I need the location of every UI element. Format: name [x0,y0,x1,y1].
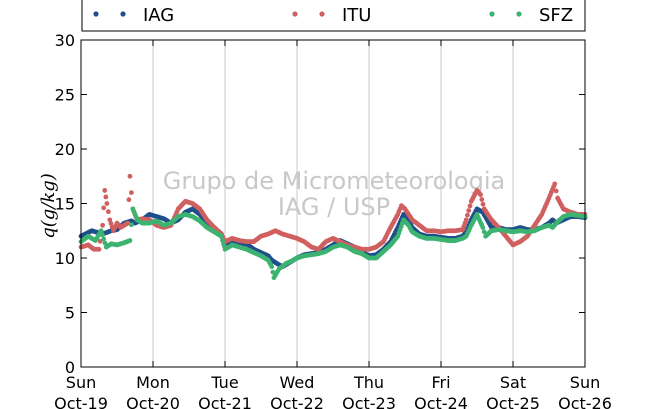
point-itu-23 [105,209,111,215]
point-sfz-119 [221,242,227,248]
legend-marker-iag-2 [120,11,126,17]
legend-entry-itu: ITU [292,5,371,26]
y-tick-label-6: 30 [55,31,75,50]
x-tick-day-1: Mon [136,373,170,392]
y-tick-label-1: 5 [65,304,75,323]
point-itu-15 [96,246,102,252]
legend-entry-iag: IAG [93,5,174,26]
point-itu-25 [108,221,114,226]
x-tick-day-3: Wed [280,373,315,392]
x-tick-date-7: Oct-26 [558,394,612,409]
y-axis-label: q(g/kg) [38,173,59,239]
y-tick-label-5: 25 [55,86,75,105]
legend-marker-sfz-2 [516,11,522,17]
legend: IAG ITU SFZ [81,0,586,32]
x-tick-date-1: Oct-20 [126,394,180,409]
point-itu-40 [126,197,132,203]
point-itu-19 [101,205,107,211]
point-itu-41 [127,173,133,179]
series-sfz [78,206,588,281]
point-itu-22 [104,201,110,206]
x-tick-day-7: Sun [570,373,600,392]
x-tick-day-5: Fri [431,373,450,392]
point-itu-323 [466,208,472,213]
legend-label-sfz: SFZ [539,5,573,26]
point-sfz-18 [100,232,105,238]
point-itu-18 [100,222,105,228]
point-itu-324 [467,203,473,209]
x-tick-date-6: Oct-25 [486,394,540,409]
point-sfz-41 [127,238,133,243]
watermark-line-1: Grupo de Micrometeorologia [163,167,505,195]
legend-marker-iag-1 [93,11,99,17]
y-tick-label-0: 0 [65,358,75,377]
point-sfz-42 [129,222,134,228]
point-itu-396 [553,188,559,194]
watermark-line-2: IAG / USP [278,193,390,221]
x-tick-date-2: Oct-21 [198,394,252,409]
point-itu-334 [479,197,485,202]
point-sfz-19 [101,236,107,242]
point-itu-21 [103,194,109,200]
x-tick-day-2: Tue [210,373,238,392]
point-itu-335 [480,201,486,207]
y-tick-label-3: 15 [55,195,75,214]
point-itu-39 [125,220,131,226]
point-itu-16 [97,238,103,244]
legend-label-iag: IAG [143,5,174,26]
point-itu-395 [552,181,558,187]
grid [152,40,514,367]
watermark: Grupo de Micrometeorologia IAG / USP [163,167,505,221]
point-sfz-335 [480,225,486,230]
point-sfz-20 [102,240,108,246]
legend-marker-itu-1 [292,11,298,17]
x-tick-date-5: Oct-24 [414,394,468,409]
x-tick-day-0: Sun [66,373,96,392]
series-itu [78,173,588,252]
point-itu-20 [102,188,108,193]
legend-marker-itu-2 [319,11,325,17]
data-points [78,173,588,281]
x-tick-date-3: Oct-22 [270,394,324,409]
point-itu-42 [129,190,134,196]
legend-marker-sfz-1 [489,11,495,17]
x-tick-day-4: Thu [353,373,384,392]
legend-label-itu: ITU [342,5,371,26]
x-tick-date-0: Oct-19 [54,394,108,409]
point-sfz-159 [269,264,275,270]
y-tick-label-4: 20 [55,140,75,159]
point-itu-321 [463,217,469,223]
y-tick-label-2: 10 [55,249,75,268]
x-tick-day-6: Sat [500,373,526,392]
point-sfz-118 [220,238,226,243]
point-itu-322 [465,212,470,218]
point-sfz-117 [219,233,224,239]
y-axis: 0 5 10 15 20 25 30 [55,31,585,377]
x-tick-date-4: Oct-23 [342,394,396,409]
point-itu-333 [478,192,483,198]
point-itu-24 [107,217,113,223]
point-sfz-17 [98,228,104,234]
legend-entry-sfz: SFZ [489,5,573,26]
legend-box [81,0,586,32]
x-axis: Sun Oct-19 Mon Oct-20 Tue Oct-21 Wed Oct-22 Thu O… [54,40,612,409]
point-sfz-336 [481,229,487,235]
